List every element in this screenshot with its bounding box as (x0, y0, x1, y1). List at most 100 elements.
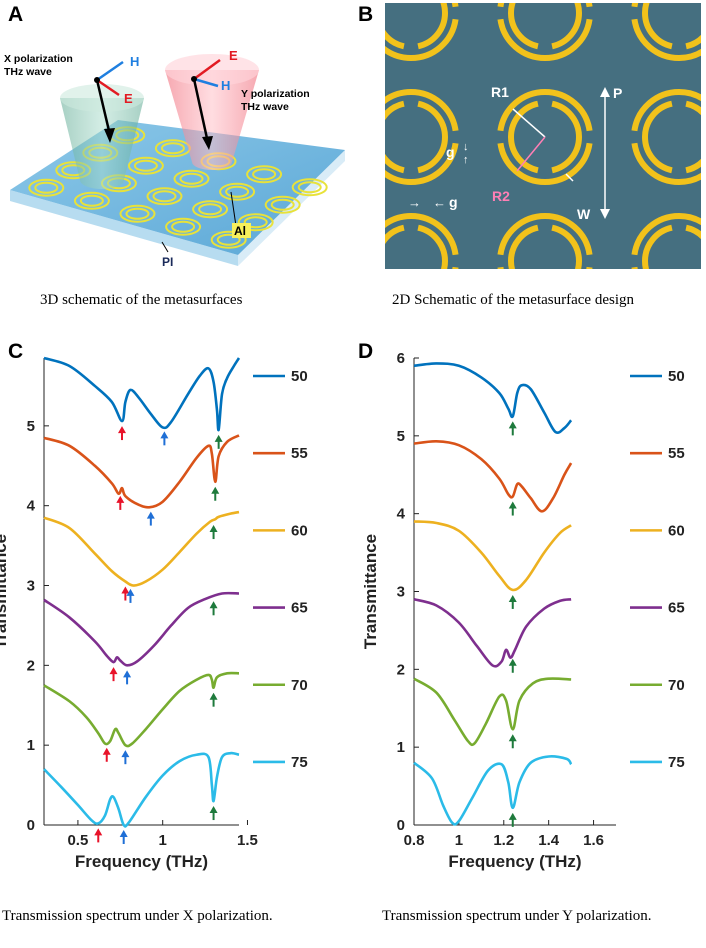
x-axis-label: Frequency (THz) (75, 852, 208, 871)
panel-b-caption: 2D Schematic of the metasurface design (392, 292, 634, 308)
ring-outer (237, 213, 274, 232)
x-tick-label: 1.2 (493, 832, 514, 849)
y-tick-label: 3 (397, 584, 405, 601)
ring-inner (171, 220, 196, 233)
dip-arrowhead-green (508, 812, 517, 820)
r1-radius-line (512, 108, 546, 138)
dip-arrowhead-blue (126, 588, 135, 596)
x-tick-label: 1 (455, 832, 463, 849)
inner-ring-arc (642, 3, 673, 50)
ring-inner (34, 181, 59, 194)
x-axis-label: Frequency (THz) (448, 852, 581, 871)
dip-arrowhead-green (508, 734, 517, 742)
ring-outer (246, 165, 283, 184)
panel-c-letter: C (8, 340, 24, 363)
ring-inner (160, 142, 185, 155)
inner-ring-arc (417, 3, 448, 50)
dip-arrowhead-red (116, 495, 125, 503)
series-line-60 (43, 510, 240, 587)
inner-ring-arc (642, 224, 673, 269)
legend-label-55: 55 (291, 445, 308, 462)
al-pointer (230, 191, 237, 227)
outer-ring-arc (631, 89, 701, 132)
legend-label-60: 60 (291, 522, 308, 539)
series-line-50 (413, 362, 573, 434)
y-axis-label: Transmittance (361, 534, 380, 649)
dip-arrowhead-green (508, 594, 517, 602)
ring-inner (270, 198, 295, 211)
y-polarization-beam-top (165, 54, 259, 86)
outer-ring-arc (385, 89, 459, 132)
gap-arrow: → (408, 195, 421, 210)
inner-ring-arc (508, 224, 539, 269)
e-label: E (229, 48, 238, 63)
dip-arrowhead-red (109, 667, 118, 675)
legend-label-50: 50 (668, 368, 685, 385)
legend-label-70: 70 (668, 677, 685, 694)
series-line-55 (413, 439, 573, 513)
chart-c: 0.5 1 1.5 0 1 2 3 4 5 Frequency (THz) Transmittanc… (0, 356, 308, 871)
inner-ring-arc (385, 29, 405, 50)
outer-ring-arc (385, 213, 459, 256)
e-field-arrow (96, 78, 120, 97)
panel-d-letter: D (358, 340, 374, 363)
h-field-arrow (96, 60, 124, 82)
series-line-70 (413, 677, 572, 747)
dip-arrowhead-green (508, 658, 517, 666)
ring-inner (198, 203, 223, 216)
series-line-50 (43, 356, 241, 432)
ring-inner (225, 185, 250, 198)
gap-arrow: ↓ (463, 141, 469, 153)
pi-label: PI (162, 255, 173, 269)
dip-arrowhead-green (209, 601, 218, 609)
ring-inner (125, 207, 150, 220)
inner-ring-arc (508, 100, 539, 174)
split-ring-array (385, 3, 701, 269)
series-line-55 (43, 434, 240, 509)
x-tick-label: 0.5 (67, 832, 88, 849)
ring-outer (291, 178, 328, 197)
y-tick-label: 1 (27, 737, 35, 754)
dip-arrowhead-blue (121, 750, 130, 758)
ring-inner (133, 159, 158, 172)
dip-arrowhead-blue (160, 431, 169, 439)
x-tick-label: 1.5 (237, 832, 258, 849)
p-label: P (613, 85, 622, 101)
r2-radius-line (516, 136, 546, 172)
x-tick-label: 1.6 (583, 832, 604, 849)
series-line-65 (413, 597, 572, 668)
panel-d-caption: Transmission spectrum under Y polarizati… (382, 908, 652, 924)
ring-inner (297, 181, 322, 194)
inner-ring-arc (685, 100, 701, 174)
outer-ring-arc (631, 142, 701, 185)
r2-label: R2 (492, 188, 510, 204)
inner-ring-arc (551, 3, 582, 50)
inner-ring-arc (508, 3, 539, 50)
outer-ring-arc (497, 18, 593, 61)
inner-ring-arc (551, 100, 582, 174)
y-tick-label: 2 (27, 657, 35, 674)
al-label: Al (234, 224, 246, 238)
y-tick-label: 1 (397, 739, 405, 756)
wave-origin-dot (191, 76, 197, 82)
y-tick-label: 4 (397, 506, 406, 523)
dip-arrowhead-green (508, 421, 517, 429)
metasurface-2d-schematic: R1 R2 P g g W → ← ↓ ↑ (385, 3, 701, 269)
y-tick-label: 2 (397, 661, 405, 678)
y-tick-label: 0 (27, 817, 35, 834)
outer-ring-arc (631, 213, 701, 256)
wave-propagation-arrow (192, 78, 210, 144)
ring-inner (79, 194, 104, 207)
ring-inner (152, 190, 177, 203)
inner-ring-arc (551, 224, 582, 269)
x-wave-label: X polarization (4, 53, 73, 65)
chart-d: 0.8 1 1.2 1.4 1.6 0 1 2 3 4 5 6 Frequency (THz) Trans… (361, 350, 685, 871)
dip-arrowhead-red (118, 426, 126, 434)
ring-outer (173, 169, 210, 188)
dip-arrowhead-blue (123, 670, 132, 678)
panel-b-letter: B (358, 3, 374, 26)
panel-a-letter: A (8, 3, 24, 26)
ring-outer (219, 182, 256, 201)
ring-inner (216, 233, 241, 246)
h-label: H (221, 78, 230, 93)
